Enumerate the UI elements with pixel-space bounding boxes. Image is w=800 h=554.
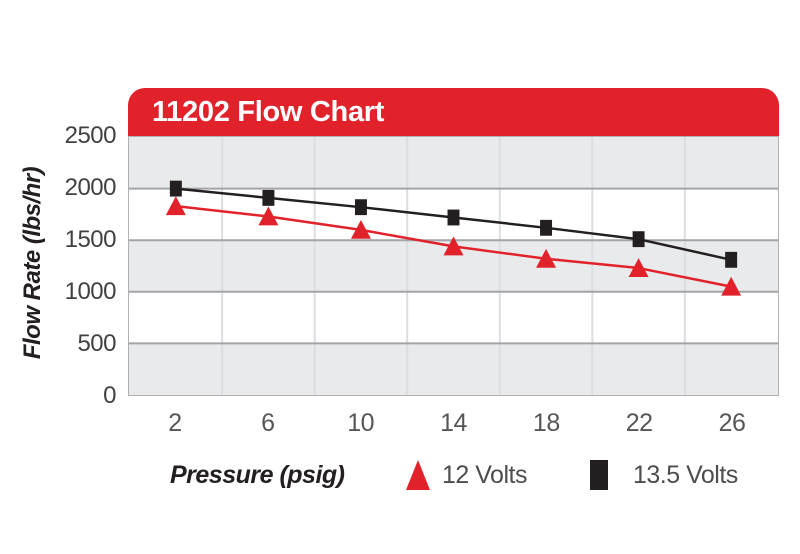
x-tick-label: 22 (625, 409, 653, 437)
plot-area (128, 136, 779, 396)
chart-canvas (129, 137, 778, 395)
y-tick-label: 500 (77, 330, 116, 357)
x-tick-label: 2 (168, 409, 182, 437)
x-tick-label: 14 (440, 409, 467, 437)
x-tick-label: 18 (532, 409, 560, 437)
x-axis-title: Pressure (psig) (170, 461, 345, 489)
y-tick-label: 1500 (64, 226, 117, 253)
legend-label-12-volts: 12 Volts (442, 461, 527, 489)
chart-title-banner: 11202 Flow Chart (128, 88, 779, 136)
y-tick-label: 2500 (64, 122, 117, 149)
legend-item-12-volts: 12 Volts (405, 459, 527, 491)
y-axis-title: Flow Rate (lbs/hr) (19, 166, 46, 360)
x-tick-label: 26 (718, 409, 746, 437)
chart-title: 11202 Flow Chart (152, 96, 385, 128)
legend-item-13-5-volts: 13.5 Volts (590, 459, 738, 491)
legend-label-13-5-volts: 13.5 Volts (633, 461, 738, 489)
y-tick-label: 2000 (64, 174, 117, 201)
x-tick-label: 10 (347, 409, 375, 437)
y-tick-label: 0 (103, 382, 116, 409)
y-tick-label: 1000 (64, 278, 117, 305)
triangle-marker-icon (406, 460, 430, 490)
square-marker-icon (590, 460, 608, 490)
x-tick-label: 6 (261, 409, 275, 437)
